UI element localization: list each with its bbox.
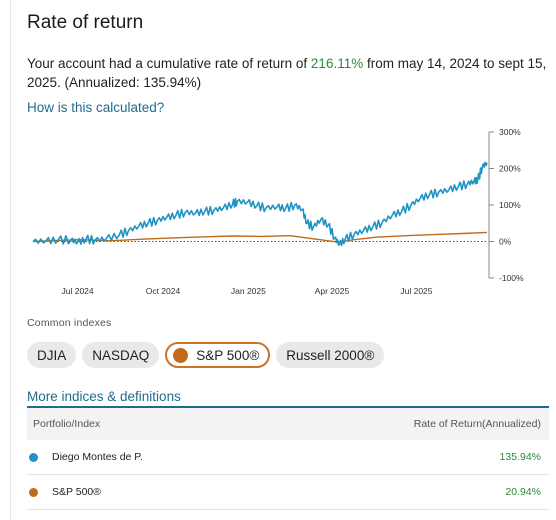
row-name-cell: S&P 500® (29, 486, 101, 498)
index-chip-group: DJIA NASDAQ S&P 500® Russell 2000® (27, 342, 385, 368)
x-tick-label: Apr 2025 (315, 286, 350, 296)
y-tick-label: 100% (499, 200, 521, 210)
x-tick-label: Jul 2024 (61, 286, 93, 296)
portfolio-dot-icon (29, 452, 38, 462)
x-tick-label: Jan 2025 (231, 286, 266, 296)
benchmark-series-line (32, 231, 488, 243)
row-name-cell: Diego Montes de P. (29, 451, 143, 463)
common-indexes-label: Common indexes (27, 317, 112, 329)
return-summary: Your account had a cumulative rate of re… (27, 54, 547, 92)
chip-label: NASDAQ (92, 347, 150, 363)
summary-suffix: from may 14, 2024 to sept 15, 2025. (Ann… (27, 56, 547, 90)
summary-prefix: Your account had a cumulative rate of re… (27, 56, 311, 71)
x-tick-label: Jul 2025 (400, 286, 432, 296)
y-tick-label: 0% (499, 237, 512, 247)
chip-djia[interactable]: DJIA (27, 342, 77, 368)
rate-of-return-panel: Rate of return Your account had a cumula… (10, 0, 556, 520)
chip-label: S&P 500® (196, 347, 260, 363)
chip-russell-2000[interactable]: Russell 2000® (276, 342, 385, 368)
chip-sp500[interactable]: S&P 500® (165, 342, 271, 368)
row-name: Diego Montes de P. (52, 451, 143, 463)
portfolio-series-line (32, 161, 488, 247)
row-value: 20.94% (505, 486, 541, 498)
y-tick-label: 300% (499, 127, 521, 137)
more-indices-link[interactable]: More indices & definitions (27, 389, 181, 404)
sp500-color-dot-icon (173, 347, 189, 363)
how-calculated-link[interactable]: How is this calculated? (27, 100, 165, 115)
y-tick-label: 200% (499, 164, 521, 174)
cumulative-return-value: 216.11% (310, 56, 364, 71)
benchmark-dot-icon (29, 487, 38, 497)
page-title: Rate of return (27, 12, 144, 33)
chip-nasdaq[interactable]: NASDAQ (82, 342, 160, 368)
returns-table: Portfolio/Index Rate of Return(Annualize… (27, 406, 549, 510)
row-value: 135.94% (499, 451, 541, 463)
chip-label: DJIA (37, 347, 67, 363)
rate-of-return-chart: 300% 200% 100% 0% -100% Jul 2024 Oct 2024 Jan 2… (32, 127, 524, 296)
x-tick-label: Oct 2024 (146, 286, 181, 296)
table-row: Diego Montes de P. 135.94% (27, 440, 549, 475)
y-tick-label: -100% (499, 273, 524, 283)
chip-label: Russell 2000® (286, 347, 375, 363)
table-header: Portfolio/Index Rate of Return(Annualize… (27, 408, 549, 440)
row-name: S&P 500® (52, 486, 101, 498)
table-row: S&P 500® 20.94% (27, 475, 549, 510)
column-header-return: Rate of Return(Annualized) (413, 418, 541, 430)
column-header-portfolio: Portfolio/Index (33, 418, 101, 430)
